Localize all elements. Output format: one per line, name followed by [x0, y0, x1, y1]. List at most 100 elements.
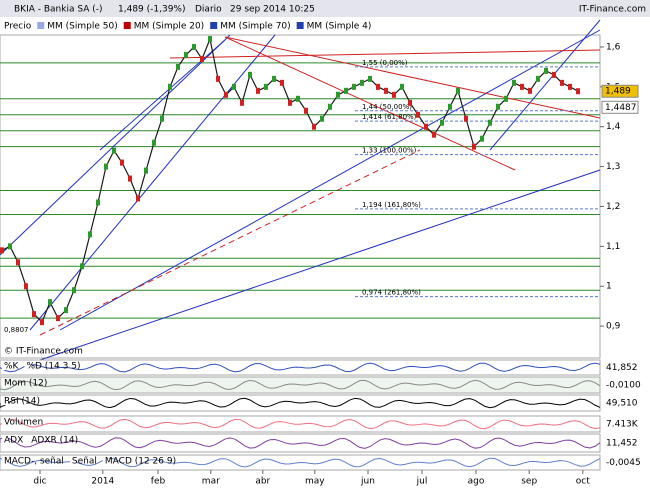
candle: [64, 307, 68, 314]
candle: [112, 147, 116, 154]
panel-label-bg: [2, 456, 8, 465]
candle: [328, 103, 332, 110]
candle: [56, 315, 60, 322]
candle: [400, 83, 404, 90]
level-label: 1,33 (100,00%): [362, 147, 417, 155]
panel-label: ADXR (14): [31, 436, 78, 446]
candle: [48, 299, 52, 306]
panel-label: Mom (12): [4, 379, 47, 389]
candle: [432, 131, 436, 138]
candle: [80, 263, 84, 270]
level-label: 0,974 (261,80%): [362, 289, 421, 297]
y-tick-label: 1: [606, 282, 612, 292]
panel-label: Señal: [72, 457, 97, 467]
candle: [536, 75, 540, 82]
y-tick-label: 0,9: [606, 322, 621, 332]
indicator-line: [0, 457, 601, 468]
indicator-line: [0, 397, 601, 409]
candle: [160, 115, 164, 122]
panel-label-bg: [2, 361, 8, 370]
chart-subtitle: 1,489 (-1,39%): [118, 5, 186, 15]
panel-label: MACD-, señal: [4, 457, 64, 467]
x-tick-label: jun: [360, 477, 375, 487]
price-box-label: 1,4487: [605, 103, 637, 113]
panel-label-bg: [2, 435, 8, 444]
source: IT-Finance.com: [579, 5, 646, 15]
panel-label: Volumen: [4, 418, 43, 428]
candle: [552, 71, 556, 78]
candle: [288, 99, 292, 106]
price-box: [601, 100, 639, 114]
x-tick-label: dic: [33, 477, 46, 487]
candle: [376, 83, 380, 90]
panel-label: MACD (12 26 9): [105, 457, 176, 467]
level-label: 1,414 (61,80%): [362, 113, 417, 121]
trend-line: [39, 169, 601, 361]
candle: [360, 79, 364, 86]
fib-line: [224, 36, 516, 171]
x-tick-label: mar: [202, 477, 220, 487]
candle: [264, 83, 268, 90]
candle: [472, 143, 476, 150]
panel-label: ADX: [4, 436, 23, 446]
x-tick-label: 2014: [91, 477, 114, 487]
x-tick-label: ago: [468, 477, 485, 487]
legend-label: MM (Simple 70): [220, 22, 290, 32]
candle: [104, 163, 108, 170]
legend-label: Precio: [4, 22, 32, 32]
y-tick-label: 1,2: [606, 202, 620, 212]
panel-label-bg: [29, 435, 36, 444]
x-tick-label: may: [305, 477, 325, 487]
panel-label-bg: [2, 378, 8, 387]
watermark: © IT-Finance.com: [4, 347, 83, 357]
candle: [368, 75, 372, 82]
price-box-label: 1,489: [605, 87, 631, 97]
candle: [320, 115, 324, 122]
panel-value: 7.413K: [606, 420, 639, 430]
candle: [296, 95, 300, 102]
candle: [304, 107, 308, 114]
legend-label: MM (Simple 4): [307, 22, 372, 32]
trend-line: [99, 39, 226, 151]
candle: [200, 55, 204, 62]
period: Diario: [195, 5, 222, 15]
candle: [464, 115, 468, 122]
y-tick-label: 1,1: [606, 242, 620, 252]
candle: [120, 159, 124, 166]
indicator-line: [0, 379, 601, 391]
candle: [24, 283, 28, 290]
level-label: 1,194 (161,80%): [362, 201, 421, 209]
candle: [352, 83, 356, 90]
candle: [224, 91, 228, 98]
candle: [256, 87, 260, 94]
candle: [416, 111, 420, 118]
panel-label-bg: [102, 456, 109, 465]
panel-value: 49,510: [606, 399, 638, 409]
candle: [152, 139, 156, 146]
candle: [504, 95, 508, 102]
candle: [344, 87, 348, 94]
x-tick-label: feb: [151, 477, 166, 487]
candle: [408, 99, 412, 106]
fib-line: [169, 49, 601, 59]
legend-label: MM (Simple 20): [134, 22, 204, 32]
candle: [272, 75, 276, 82]
chart-title: BKIA - Bankia SA (-): [14, 5, 103, 15]
indicator-line: [0, 362, 601, 373]
candle: [384, 87, 388, 94]
legend-label: MM (Simple 50): [47, 22, 117, 32]
candle: [248, 71, 252, 78]
candle: [312, 123, 316, 130]
candle: [560, 79, 564, 86]
panel-label: RSI (14): [4, 397, 40, 407]
candle: [40, 319, 44, 326]
candle: [96, 199, 100, 206]
candle: [8, 243, 12, 250]
candle: [544, 67, 548, 74]
candle: [336, 91, 340, 98]
y-tick-label: 1,3: [606, 162, 620, 172]
panel-label: %D (14 3 5): [26, 362, 80, 372]
panel-value: -0,0100: [606, 381, 641, 391]
legend-swatch: [37, 22, 45, 29]
